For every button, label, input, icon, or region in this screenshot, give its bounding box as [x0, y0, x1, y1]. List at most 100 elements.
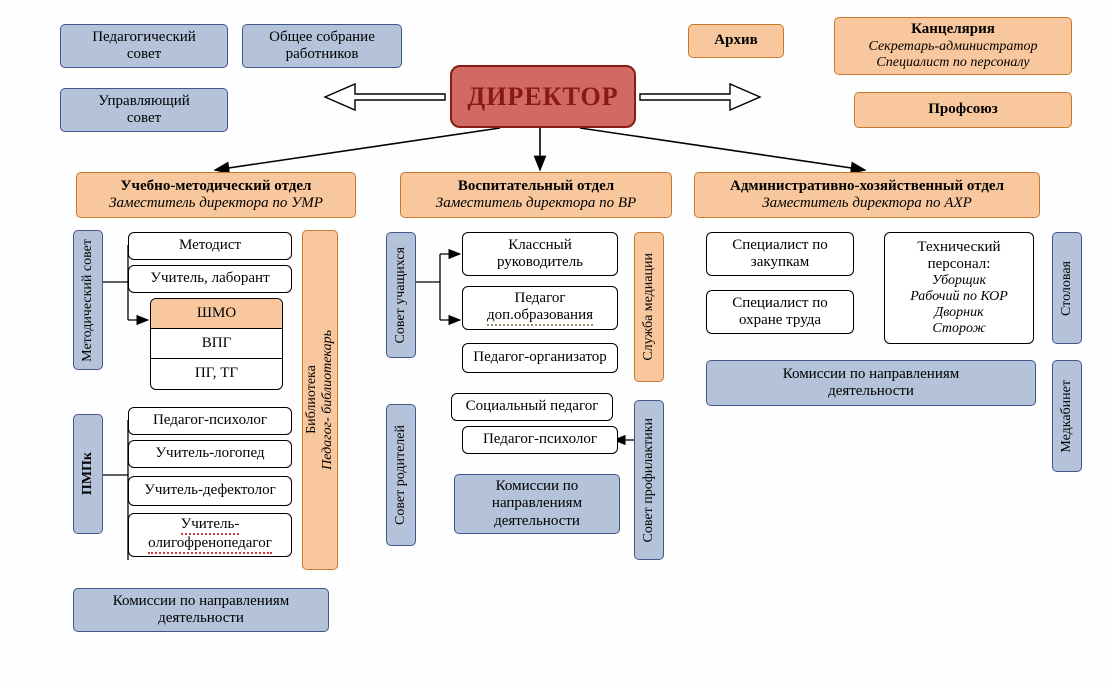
uchitel-lab-label: Учитель, лаборант — [150, 270, 269, 287]
mediacia: Служба медиации — [634, 232, 664, 382]
dept-vr: Воспитательный отдел Заместитель директо… — [400, 172, 672, 218]
dept-ahr-t: Административно-хозяйственный отдел — [730, 178, 1004, 195]
shmo-group: ШМО ВПГ ПГ, ТГ — [150, 298, 283, 390]
umr-komissii: Комиссии по направлениям деятельности — [73, 588, 329, 632]
medkab: Медкабинет — [1052, 360, 1082, 472]
vpg-label: ВПГ — [202, 335, 232, 352]
ped-sovet-l1: Педагогический — [92, 29, 196, 46]
tech-t2: персонал: — [928, 256, 991, 273]
dept-ahr-s: Заместитель директора по АХР — [762, 195, 972, 212]
obshee-sobr: Общее собрание работников — [242, 24, 402, 68]
metod-sovet-label: Методический совет — [80, 239, 96, 362]
profsoyuz: Профсоюз — [854, 92, 1072, 128]
uchitel-oligo-l1: Учитель- — [181, 516, 240, 535]
org-chart: ДИРЕКТОР Педагогический совет Общее собр… — [0, 0, 1110, 686]
arhiv-label: Архив — [714, 32, 757, 49]
uchitel-defekt: Учитель-дефектолог — [128, 476, 292, 506]
soc-ped: Социальный педагог — [451, 393, 613, 421]
dept-umr-s: Заместитель директора по УМР — [109, 195, 323, 212]
metod-sovet: Методический совет — [73, 230, 103, 370]
mediacia-label: Служба медиации — [641, 253, 657, 361]
ped-dop-l2: доп.образования — [487, 307, 593, 326]
kanc-s1: Секретарь-администратор — [869, 39, 1038, 55]
arhiv: Архив — [688, 24, 784, 58]
kanc-t: Канцелярия — [911, 21, 995, 38]
dept-umr: Учебно-методический отдел Заместитель ди… — [76, 172, 356, 218]
ahr-komissii: Комиссии по направлениям деятельности — [706, 360, 1036, 406]
medkab-label: Медкабинет — [1059, 380, 1075, 453]
dept-ahr: Административно-хозяйственный отдел Заме… — [694, 172, 1040, 218]
ped-sovet-l2: совет — [127, 46, 161, 63]
tech-s3: Дворник — [934, 305, 983, 321]
vr-komissii-l1: Комиссии по — [496, 478, 579, 495]
ped-dop-l1: Педагог — [514, 290, 565, 307]
vr-ped-psiholog-label: Педагог-психолог — [483, 431, 597, 448]
uprav-l1: Управляющий — [98, 93, 190, 110]
soc-ped-label: Социальный педагог — [466, 398, 599, 415]
uchitel-logoped-label: Учитель-логопед — [155, 445, 264, 462]
pgtg-label: ПГ, ТГ — [195, 365, 238, 382]
pmpk-label: ПМПк — [80, 452, 96, 495]
zakupki-l1: Специалист по — [732, 237, 828, 254]
vr-komissii-l2: направлениям — [492, 495, 582, 512]
uprav-l2: совет — [127, 110, 161, 127]
pmpk: ПМПк — [73, 414, 103, 534]
uchitel-oligo: Учитель- олигофренопедагог — [128, 513, 292, 557]
ped-org: Педагог-организатор — [462, 343, 618, 373]
stolovaya: Столовая — [1052, 232, 1082, 344]
tech-s2: Рабочий по КОР — [910, 289, 1008, 305]
uchitel-oligo-l2: олигофренопедагог — [148, 535, 272, 554]
uchitel-defekt-label: Учитель-дефектолог — [144, 482, 275, 499]
klass-ruk-l2: руководитель — [497, 254, 583, 271]
tech: Технический персонал: Уборщик Рабочий по… — [884, 232, 1034, 344]
profilakt: Совет профилактики — [634, 400, 664, 560]
ped-org-label: Педагог-организатор — [473, 349, 606, 366]
shmo-label: ШМО — [197, 305, 236, 322]
ohrana: Специалист по охране труда — [706, 290, 854, 334]
tech-s1: Уборщик — [932, 273, 986, 289]
uprav-sovet: Управляющий совет — [60, 88, 228, 132]
metodist: Методист — [128, 232, 292, 260]
tech-t: Технический — [917, 239, 1000, 256]
director-box: ДИРЕКТОР — [450, 65, 636, 128]
dept-umr-t: Учебно-методический отдел — [121, 178, 312, 195]
ped-psiholog: Педагог-психолог — [128, 407, 292, 435]
klass-ruk: Классный руководитель — [462, 232, 618, 276]
ped-psiholog-label: Педагог-психолог — [153, 412, 267, 429]
kanc-s2: Специалист по персоналу — [876, 55, 1029, 71]
vr-ped-psiholog: Педагог-психолог — [462, 426, 618, 454]
kanc: Канцелярия Секретарь-администратор Специ… — [834, 17, 1072, 75]
ohrana-l1: Специалист по — [732, 295, 828, 312]
sovet-uch: Совет учащихся — [386, 232, 416, 358]
ped-sovet: Педагогический совет — [60, 24, 228, 68]
dept-vr-t: Воспитательный отдел — [458, 178, 614, 195]
sovet-rod-label: Совет родителей — [393, 425, 409, 525]
sovet-rod: Совет родителей — [386, 404, 416, 546]
obshee-l2: работников — [286, 46, 359, 63]
biblioteka: Библиотека Педагог- библиотекарь — [302, 230, 338, 570]
vpg: ВПГ — [151, 329, 282, 359]
tech-s4: Сторож — [932, 321, 985, 337]
ahr-komissii-l1: Комиссии по направлениям — [783, 366, 960, 383]
stolovaya-label: Столовая — [1059, 261, 1075, 316]
pgtg: ПГ, ТГ — [151, 359, 282, 389]
biblioteka-inner: Библиотека Педагог- библиотекарь — [304, 330, 336, 470]
uchitel-logoped: Учитель-логопед — [128, 440, 292, 468]
metodist-label: Методист — [179, 237, 241, 254]
profilakt-label: Совет профилактики — [641, 418, 657, 542]
biblio-s: Педагог- библиотекарь — [320, 330, 335, 470]
ped-dop: Педагог доп.образования — [462, 286, 618, 330]
ahr-komissii-l2: деятельности — [828, 383, 914, 400]
zakupki-l2: закупкам — [751, 254, 809, 271]
uchitel-lab: Учитель, лаборант — [128, 265, 292, 293]
biblio-t: Библиотека — [304, 366, 319, 435]
obshee-l1: Общее собрание — [269, 29, 375, 46]
klass-ruk-l1: Классный — [508, 237, 572, 254]
zakupki: Специалист по закупкам — [706, 232, 854, 276]
ohrana-l2: охране труда — [739, 312, 821, 329]
umr-komissii-label: Комиссии по направлениям деятельности — [79, 593, 323, 628]
shmo: ШМО — [151, 299, 282, 329]
dept-vr-s: Заместитель директора по ВР — [436, 195, 636, 212]
director-label: ДИРЕКТОР — [467, 82, 618, 112]
vr-komissii: Комиссии по направлениям деятельности — [454, 474, 620, 534]
